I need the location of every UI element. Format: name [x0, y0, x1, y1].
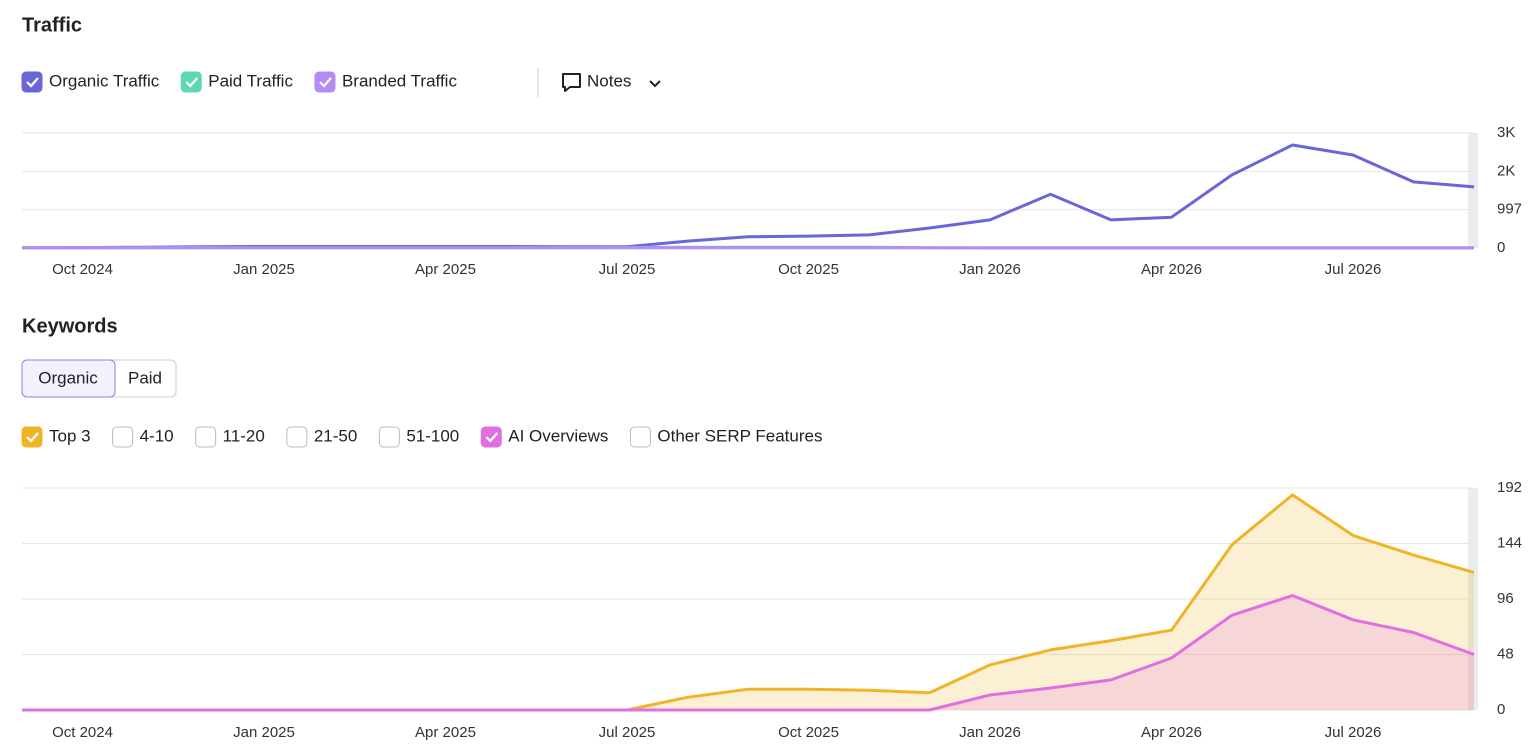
legend-label[interactable]: Branded Traffic [342, 71, 457, 90]
checkbox[interactable] [629, 426, 651, 448]
checkmark [26, 432, 39, 443]
plot-end-strip [1468, 133, 1478, 248]
chart-title: Traffic [22, 14, 82, 36]
y-tick-label: 997 [1497, 201, 1522, 218]
notes-icon [562, 73, 581, 92]
x-tick-label: Oct 2024 [52, 261, 113, 278]
legend-label[interactable]: Other SERP Features [657, 426, 822, 445]
checkbox[interactable] [112, 426, 134, 448]
checkbox[interactable] [286, 426, 308, 448]
x-tick-label: Jul 2026 [1325, 724, 1382, 741]
checkbox[interactable] [314, 71, 336, 93]
legend-label[interactable]: 4-10 [140, 426, 174, 445]
y-tick-label: 2K [1497, 162, 1515, 179]
checkmark [185, 77, 199, 88]
y-tick-label: 96 [1497, 590, 1514, 607]
y-tick-label: 0 [1497, 239, 1505, 256]
x-tick-label: Apr 2025 [415, 261, 476, 278]
x-tick-label: Jan 2026 [959, 724, 1021, 741]
notes-button[interactable]: Notes [562, 71, 661, 92]
legend-label[interactable]: 11-20 [223, 426, 265, 445]
notes-label[interactable]: Notes [587, 71, 631, 90]
line [22, 594, 1475, 712]
tab-label[interactable]: Paid [128, 368, 162, 387]
checkmark [485, 432, 499, 443]
checkbox[interactable] [21, 71, 43, 93]
x-tick-label: Jan 2026 [959, 261, 1021, 278]
checkbox[interactable] [180, 71, 202, 93]
x-tick-label: Oct 2025 [778, 261, 839, 278]
x-tick-label: Apr 2026 [1141, 724, 1202, 741]
x-tick-label: Oct 2024 [52, 724, 113, 741]
y-tick-label: 0 [1497, 701, 1505, 718]
tab-selected[interactable] [21, 359, 116, 398]
x-tick-label: Jan 2025 [233, 261, 295, 278]
checkmark [26, 77, 39, 88]
y-tick-label: 192 [1497, 479, 1522, 496]
x-tick-label: Apr 2025 [415, 724, 476, 741]
legend-label[interactable]: Paid Traffic [208, 71, 293, 90]
checkbox[interactable] [195, 426, 217, 448]
x-tick-label: Oct 2025 [778, 724, 839, 741]
x-tick-label: Jul 2025 [599, 724, 656, 741]
checkmark [319, 77, 332, 88]
y-tick-label: 48 [1497, 645, 1514, 662]
line [21, 143, 1475, 250]
checkbox[interactable] [480, 426, 502, 448]
tab-label[interactable]: Organic [38, 368, 98, 387]
chart-title: Keywords [22, 315, 118, 337]
legend-label[interactable]: Organic Traffic [49, 71, 160, 90]
x-tick-label: Jul 2025 [599, 261, 656, 278]
x-tick-label: Jul 2026 [1325, 261, 1382, 278]
chevron [649, 80, 661, 88]
legend-label[interactable]: AI Overviews [508, 426, 608, 445]
x-tick-label: Jan 2025 [233, 724, 295, 741]
x-tick-label: Apr 2026 [1141, 261, 1202, 278]
checkbox[interactable] [378, 426, 400, 448]
legend-label[interactable]: Top 3 [49, 426, 91, 445]
checkbox[interactable] [21, 426, 43, 448]
area [22, 494, 1474, 710]
y-tick-label: 144 [1497, 534, 1522, 551]
legend-label[interactable]: 21-50 [314, 426, 357, 445]
legend-label[interactable]: 51-100 [406, 426, 459, 445]
y-tick-label: 3K [1497, 124, 1515, 141]
